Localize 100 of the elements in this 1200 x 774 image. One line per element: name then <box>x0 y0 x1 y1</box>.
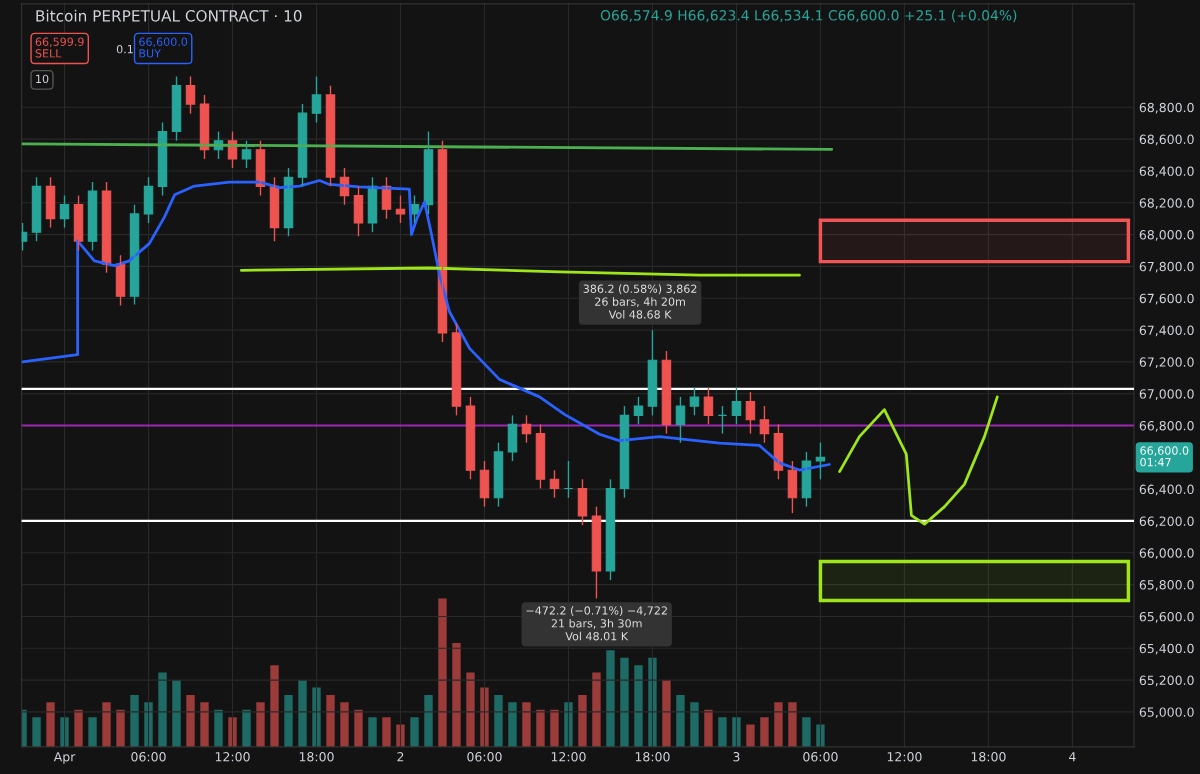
bar <box>536 709 545 747</box>
bar <box>32 717 41 747</box>
text: 66,600.0 01:47 <box>1140 446 1189 467</box>
x-tick-label: 12:00 <box>215 751 250 762</box>
y-tick-label: 68,200.0 <box>1139 198 1194 209</box>
bar <box>256 702 265 747</box>
bar <box>200 702 209 747</box>
chart-subtitle: O66,574.9 H66,623.4 L66,534.1 C66,600.0 +25.1 (+0.04%) <box>600 9 1017 23</box>
bar <box>578 694 587 747</box>
bar <box>242 709 251 747</box>
y-tick-label: 68,800.0 <box>1139 102 1194 114</box>
bar <box>354 709 363 747</box>
bar <box>592 672 601 747</box>
bar <box>606 650 615 747</box>
bar <box>508 702 517 747</box>
y-tick-label: 65,200.0 <box>1139 675 1194 687</box>
x-tick-label: 12:00 <box>887 751 922 762</box>
bar <box>284 694 293 747</box>
y-tick-label: 66,800.0 <box>1139 420 1194 432</box>
y-tick-label: 65,000.0 <box>1139 707 1194 719</box>
bar <box>158 672 167 747</box>
bar <box>816 724 825 747</box>
bar <box>480 687 489 747</box>
candlestick <box>815 441 826 480</box>
bar <box>228 717 237 747</box>
y-tick-label: 67,200.0 <box>1139 357 1194 369</box>
x-tick-label: 06:00 <box>131 751 166 762</box>
bar <box>130 694 139 747</box>
y-tick-label: 65,800.0 <box>1139 580 1194 591</box>
x-tick-label: 18:00 <box>971 751 1006 762</box>
annotation: 10 <box>36 74 49 84</box>
x-tick-label: 06:00 <box>467 751 502 762</box>
y-tick-label: 67,600.0 <box>1139 293 1194 305</box>
bar <box>60 717 69 747</box>
y-tick-label: 68,000.0 <box>1139 230 1194 241</box>
x-tick-label: 2 <box>397 751 404 762</box>
y-tick-label: 66,000.0 <box>1139 548 1194 559</box>
bar <box>494 694 503 747</box>
y-tick-label: 68,600.0 <box>1139 134 1194 146</box>
bar <box>564 702 573 747</box>
candlestick <box>633 396 644 426</box>
bar <box>186 694 195 747</box>
bar <box>704 709 713 747</box>
annotation: 386.2 (0.58%) 3,862 26 bars, 4h 20m Vol 48.68 K <box>583 284 697 319</box>
bar <box>648 657 657 747</box>
y-tick-label: 65,400.0 <box>1139 643 1194 655</box>
bar <box>438 598 447 747</box>
bar <box>662 680 671 747</box>
candlestick <box>689 387 700 417</box>
x-tick-label: 06:00 <box>803 751 838 762</box>
bar <box>788 702 797 747</box>
candlestick <box>395 194 406 224</box>
bar <box>46 702 55 747</box>
bar <box>466 672 475 747</box>
x-tick-label: 18:00 <box>299 751 334 762</box>
bar <box>396 724 405 747</box>
bar <box>88 717 97 747</box>
bar <box>550 709 559 747</box>
bar <box>270 665 279 747</box>
bar <box>634 665 643 747</box>
bar <box>676 694 685 747</box>
bar <box>732 717 741 747</box>
bar <box>690 702 699 747</box>
bar <box>368 717 377 747</box>
chart-title: Bitcoin PERPETUAL CONTRACT · 10 <box>36 9 302 22</box>
bar <box>102 702 111 747</box>
bar <box>214 709 223 747</box>
bar <box>718 717 727 747</box>
bar <box>298 680 307 747</box>
y-tick-label: 68,400.0 <box>1139 166 1194 178</box>
bar <box>746 724 755 747</box>
bar <box>340 702 349 747</box>
bar <box>452 642 461 747</box>
bar <box>522 702 531 747</box>
bar <box>74 709 83 747</box>
annotation: −472.2 (−0.71%) −4,722 21 bars, 3h 30m Vol 48.01 K <box>526 606 667 641</box>
x-tick-label: 3 <box>733 751 740 762</box>
x-tick-label: Apr <box>53 752 76 764</box>
y-tick-label: 65,600.0 <box>1139 611 1194 623</box>
candlestick <box>241 140 252 169</box>
bar <box>424 694 433 747</box>
y-tick-label: 66,200.0 <box>1139 516 1194 528</box>
bar <box>802 717 811 747</box>
bar <box>172 680 181 747</box>
y-tick-label: 66,400.0 <box>1139 484 1194 496</box>
y-tick-label: 67,000.0 <box>1139 389 1194 400</box>
bar <box>312 687 321 747</box>
annotation: 66,599.9 SELL <box>35 37 84 58</box>
bar <box>620 657 629 747</box>
bar <box>382 717 391 747</box>
x-tick-label: 12:00 <box>551 751 586 762</box>
bar <box>116 709 125 747</box>
annotation: 66,600.0 BUY <box>139 37 188 58</box>
bar <box>144 702 153 747</box>
bar <box>326 694 335 747</box>
bar <box>410 717 419 747</box>
y-tick-label: 67,400.0 <box>1139 325 1194 337</box>
annotation: 0.1 <box>116 44 133 54</box>
x-tick-label: 18:00 <box>635 751 670 762</box>
x-tick-label: 4 <box>1069 752 1076 762</box>
